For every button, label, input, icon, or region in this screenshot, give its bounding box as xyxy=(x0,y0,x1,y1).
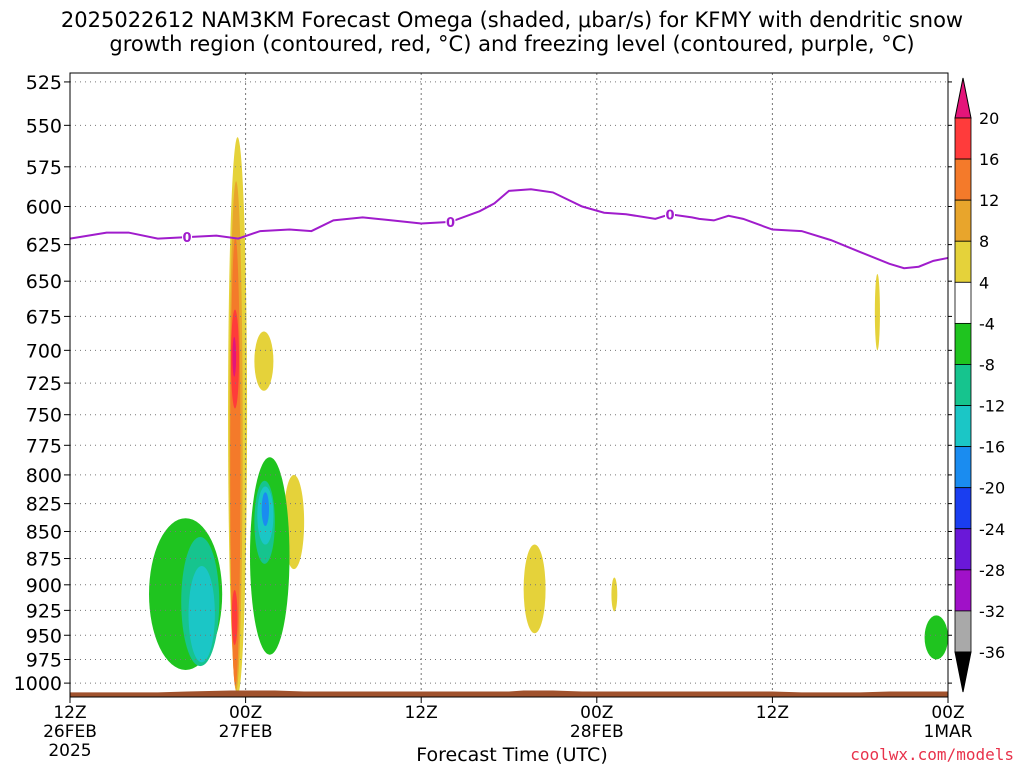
freezing-label-1: 0 xyxy=(446,216,455,231)
ytick-label-1000: 1000 xyxy=(14,673,62,695)
colorbar-level--8 xyxy=(954,364,972,406)
colorbar-label--32: -32 xyxy=(979,602,1005,621)
colorbar-label--12: -12 xyxy=(979,397,1005,416)
ytick-label-925: 925 xyxy=(26,600,62,622)
colorbar-label-12: 12 xyxy=(979,191,999,210)
colorbar-level--16 xyxy=(954,446,972,489)
terrain-fill xyxy=(70,690,948,697)
colorbar-level-4 xyxy=(954,281,972,324)
ytick-label-525: 525 xyxy=(26,72,62,94)
colorbar-level-16 xyxy=(954,158,972,201)
ytick-label-550: 550 xyxy=(26,115,62,137)
colorbar-label--4: -4 xyxy=(979,314,995,333)
xtick-label-36-0: 00Z xyxy=(580,703,613,723)
plot-frame xyxy=(69,72,949,698)
ytick-label-875: 875 xyxy=(26,549,62,571)
freezing-label-bg-0 xyxy=(182,230,193,245)
xtick-label-0-0: 12Z xyxy=(53,703,86,723)
omega-region-18 xyxy=(232,336,237,377)
ytick-label-850: 850 xyxy=(26,521,62,543)
xtick-label-36-1: 28FEB xyxy=(570,722,624,742)
xtick-label-12-0: 00Z xyxy=(229,703,262,723)
ytick-label-950: 950 xyxy=(26,625,62,647)
ytick-label-625: 625 xyxy=(26,235,62,257)
colorbar-level--20 xyxy=(954,487,972,530)
xtick-label-0-2: 2025 xyxy=(48,741,91,761)
omega-region-1 xyxy=(254,331,274,391)
ytick-label-800: 800 xyxy=(26,465,62,487)
x-axis-label: Forecast Time (UTC) xyxy=(416,744,608,766)
xtick-label-24-0: 12Z xyxy=(405,703,438,723)
ytick-label-650: 650 xyxy=(26,271,62,293)
colorbar-label-bottom: -36 xyxy=(979,643,1005,662)
xtick-label-12-1: 27FEB xyxy=(219,722,273,742)
colorbar-bottom-arrow xyxy=(954,651,972,693)
xtick-label-48-0: 12Z xyxy=(756,703,789,723)
colorbar-label--28: -28 xyxy=(979,561,1005,580)
colorbar-label-16: 16 xyxy=(979,150,999,169)
colorbar-label--24: -24 xyxy=(979,520,1005,539)
colorbar-level-8 xyxy=(954,240,972,283)
ytick-label-975: 975 xyxy=(26,649,62,671)
colorbar-level--4 xyxy=(954,322,972,365)
ytick-label-825: 825 xyxy=(26,494,62,516)
colorbar-label-20: 20 xyxy=(979,109,999,128)
colorbar-level--12 xyxy=(954,405,972,448)
omega-region-5 xyxy=(874,273,880,351)
xtick-label-60-1: 1MAR xyxy=(924,722,973,742)
colorbar-level--32 xyxy=(954,610,972,653)
colorbar-level--28 xyxy=(954,569,972,612)
ytick-label-900: 900 xyxy=(26,575,62,597)
ytick-label-675: 675 xyxy=(26,306,62,328)
omega-region-17 xyxy=(261,492,270,526)
colorbar-top-arrow xyxy=(954,77,972,119)
ytick-label-600: 600 xyxy=(26,197,62,219)
ytick-label-575: 575 xyxy=(26,157,62,179)
omega-region-8 xyxy=(924,615,948,660)
freezing-label-0: 0 xyxy=(183,231,192,246)
colorbar-level-12 xyxy=(954,199,972,242)
ytick-label-775: 775 xyxy=(26,435,62,457)
chart-title-line2: growth region (contoured, red, °C) and f… xyxy=(109,32,915,56)
freezing-level-line xyxy=(69,188,949,270)
chart-title-line1: 2025022612 NAM3KM Forecast Omega (shaded… xyxy=(60,8,964,32)
omega-region-13 xyxy=(188,565,215,663)
colorbar-label--16: -16 xyxy=(979,438,1005,457)
colorbar-label--8: -8 xyxy=(979,355,995,374)
omega-region-3 xyxy=(523,544,546,634)
site-credit: coolwx.com/models xyxy=(850,745,1014,764)
colorbar-level--24 xyxy=(954,528,972,571)
omega-region-4 xyxy=(611,577,618,612)
ytick-label-700: 700 xyxy=(26,340,62,362)
xtick-label-0-1: 26FEB xyxy=(43,722,97,742)
colorbar-label-8: 8 xyxy=(979,232,989,251)
xtick-label-60-0: 00Z xyxy=(931,703,964,723)
freezing-label-2: 0 xyxy=(665,208,674,223)
freezing-label-bg-2 xyxy=(664,207,675,222)
omega-region-16 xyxy=(231,589,238,646)
freezing-label-bg-1 xyxy=(445,214,456,229)
ytick-label-725: 725 xyxy=(26,373,62,395)
colorbar-label-4: 4 xyxy=(979,273,989,292)
colorbar-level-20 xyxy=(954,117,972,160)
colorbar-label--20: -20 xyxy=(979,479,1005,498)
ytick-label-750: 750 xyxy=(26,405,62,427)
